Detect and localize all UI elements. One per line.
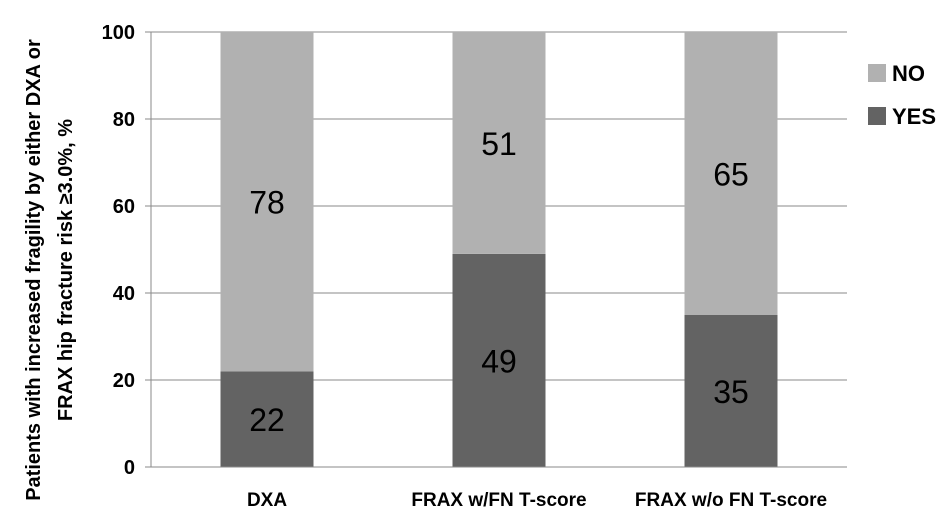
bar-segment-yes [452, 253, 546, 467]
y-axis-label-line: Patients with increased fragility by eit… [23, 39, 45, 501]
y-tick-label: 100 [102, 22, 135, 44]
y-axis-label-line: FRAX hip fracture risk ≥3.0%, % [55, 119, 77, 421]
legend-swatch-yes [868, 107, 886, 125]
data-label: 51 [481, 126, 517, 162]
x-tick-label: FRAX w/FN T-score [411, 490, 586, 511]
data-label: 49 [481, 343, 517, 379]
bars: 22 78 49 51 35 65 [220, 32, 778, 467]
bar-segment-no [684, 32, 778, 315]
bar-segment-no [220, 32, 314, 372]
y-axis-label: Patients with increased fragility by eit… [23, 39, 77, 501]
x-tick-label: FRAX w/o FN T-score [635, 490, 827, 511]
bar-segment-no [452, 32, 546, 254]
y-tick-label: 20 [113, 370, 135, 392]
legend: NO YES [868, 61, 936, 129]
y-tick-label: 40 [113, 283, 135, 305]
legend-label-no: NO [892, 61, 925, 86]
y-tick-label: 60 [113, 196, 135, 218]
legend-label-yes: YES [892, 104, 936, 129]
y-tick-label: 0 [124, 457, 135, 479]
data-label: 22 [249, 402, 285, 438]
bar-segment-yes [684, 314, 778, 467]
y-tick-label: 80 [113, 109, 135, 131]
data-label: 78 [249, 185, 285, 221]
y-tick-labels: 0 20 40 60 80 100 [102, 22, 135, 479]
x-tick-labels: DXA FRAX w/FN T-score FRAX w/o FN T-score [247, 490, 827, 511]
axes [150, 32, 847, 468]
legend-swatch-no [868, 64, 886, 82]
bar-segment-yes [220, 371, 314, 467]
data-label: 65 [713, 156, 749, 192]
data-label: 35 [713, 374, 749, 410]
x-tick-label: DXA [247, 490, 287, 511]
